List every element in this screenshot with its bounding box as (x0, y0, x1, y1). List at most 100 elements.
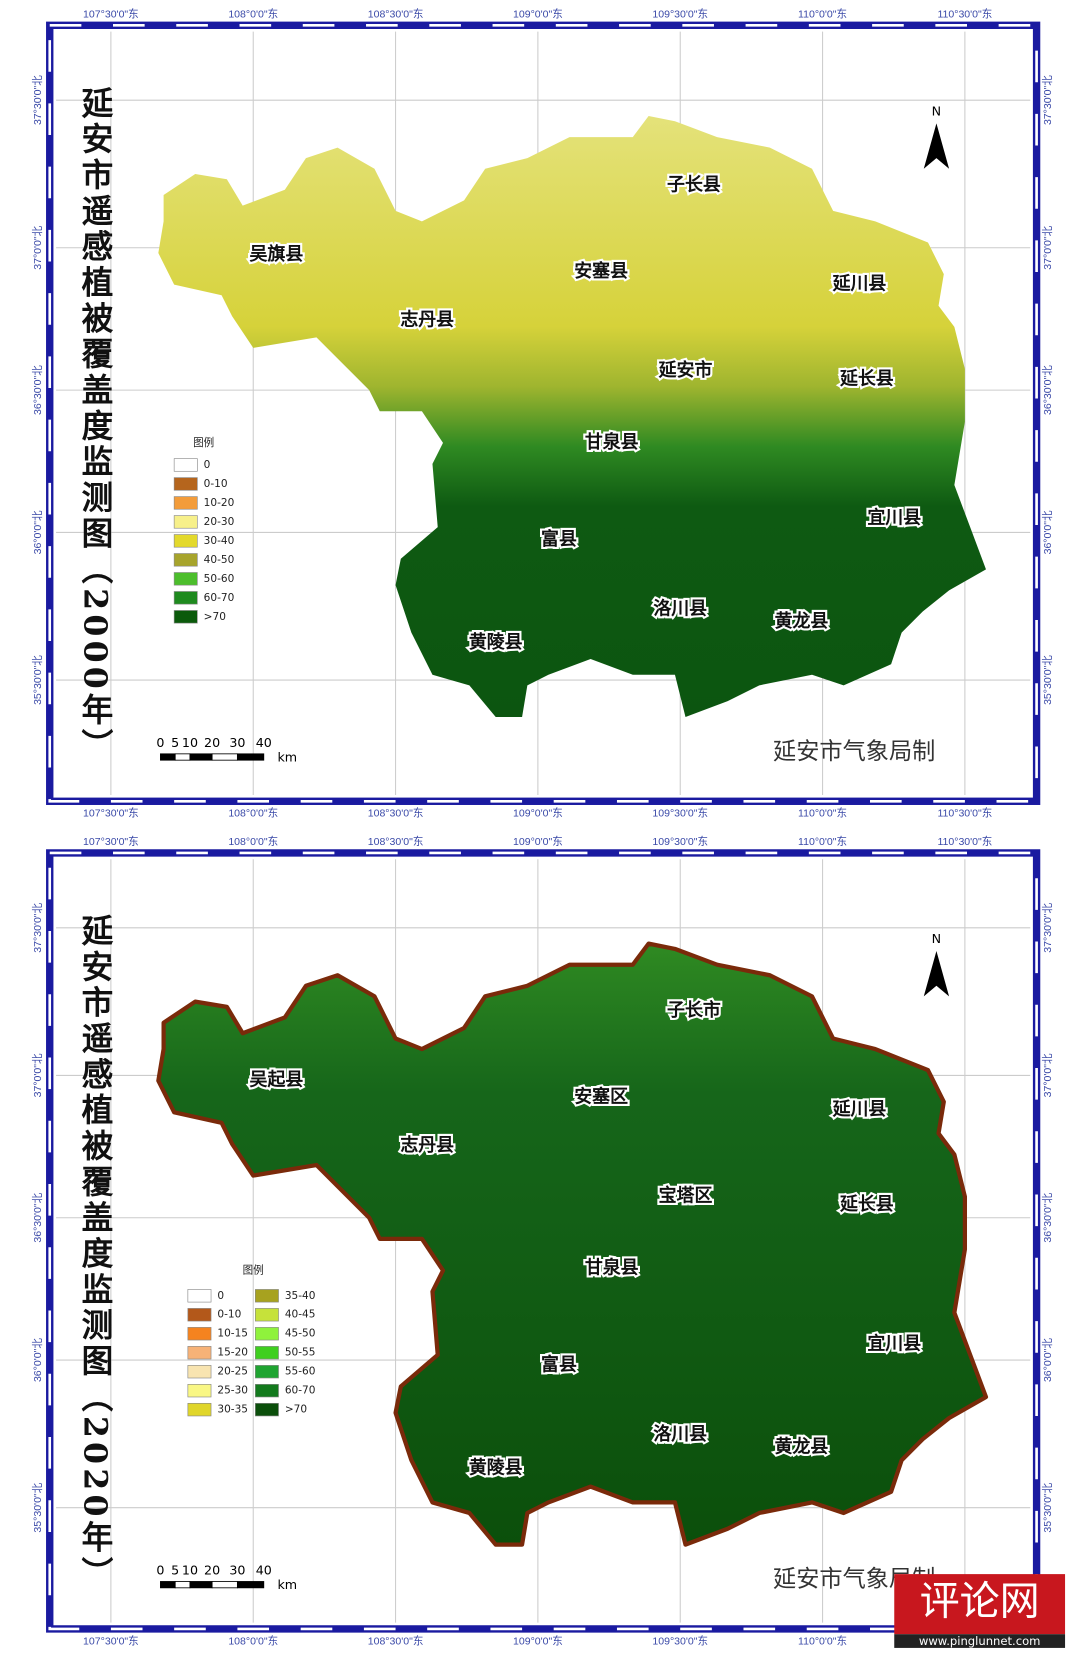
lat-label-left: 37°30'0"北 (32, 75, 44, 125)
legend-label: >70 (204, 611, 226, 623)
scale-label: 20 (204, 735, 220, 750)
lon-label-bottom: 110°0'0"东 (798, 807, 847, 820)
scale-label: 10 (182, 735, 198, 750)
watermark-title: 评论网 (920, 1579, 1040, 1625)
north-arrow (923, 123, 950, 169)
county-label: 宜川县 (867, 1332, 921, 1354)
county-label: 延川县 (832, 1099, 887, 1120)
lon-label-top: 107°30'0"东 (83, 835, 139, 848)
legend-swatch (187, 1289, 212, 1303)
lon-label-top: 110°30'0"东 (937, 8, 992, 21)
scale-label: 40 (256, 735, 272, 750)
legend-label: 45-50 (285, 1328, 316, 1340)
county-label: 子长县 (667, 175, 721, 196)
legend-label: 0-10 (217, 1309, 241, 1321)
lat-label-right: 35°30'0"北 (1042, 1482, 1054, 1532)
lon-label-bottom: 108°30'0"东 (368, 807, 424, 820)
lat-label-left: 35°30'0"北 (32, 1482, 44, 1532)
legend-swatch (187, 1308, 212, 1322)
legend-swatch (173, 458, 198, 472)
lon-label-top: 108°30'0"东 (368, 8, 424, 21)
county-label: 富县 (541, 528, 577, 550)
lon-label-top: 110°0'0"东 (798, 835, 847, 848)
north-label: N (932, 103, 941, 118)
lon-label-bottom: 110°0'0"东 (798, 1634, 847, 1647)
watermark-box (894, 1574, 1066, 1635)
county-label: 洛川县 (653, 1423, 707, 1445)
scale-bar (211, 753, 238, 761)
scale-label: 5 (171, 1562, 179, 1577)
legend-label: 55-60 (285, 1366, 316, 1378)
legend-swatch (187, 1402, 212, 1417)
scale-bar (211, 1581, 238, 1589)
county-label: 吴旗县 (250, 243, 304, 265)
lat-label-right: 37°30'0"北 (1042, 75, 1054, 125)
lat-label-right: 36°30'0"北 (1042, 1192, 1054, 1242)
scale-bar (236, 1581, 265, 1589)
scale-label: 10 (182, 1562, 198, 1577)
lon-label-top: 109°0'0"东 (513, 8, 563, 21)
county-label: 延川县 (832, 274, 887, 295)
lat-label-left: 37°0'0"北 (32, 225, 44, 269)
legend-label: 50-60 (204, 573, 235, 585)
legend-label: 15-20 (217, 1347, 248, 1359)
legend-title: 图例 (243, 1263, 264, 1276)
lat-label-left: 36°0'0"北 (32, 510, 44, 554)
credit: 延安市气象局制 (773, 738, 935, 765)
legend-label: 50-55 (285, 1347, 316, 1359)
legend-swatch (255, 1327, 279, 1341)
lon-label-top: 109°0'0"东 (513, 835, 563, 848)
legend-swatch (255, 1365, 279, 1379)
lon-label-top: 110°30'0"东 (937, 835, 992, 848)
scale-bar (189, 753, 213, 761)
county-label: 志丹县 (400, 1134, 454, 1156)
legend-label: 0 (217, 1290, 224, 1302)
lon-label-bottom: 108°0'0"东 (228, 1634, 278, 1647)
legend-swatch (173, 591, 198, 605)
lon-label-bottom: 109°30'0"东 (652, 807, 708, 820)
frame (46, 21, 1041, 805)
scale-bar (189, 1581, 213, 1589)
scale-bar (160, 1581, 176, 1589)
lon-label-top: 108°0'0"东 (228, 8, 278, 21)
lat-label-left: 37°30'0"北 (32, 902, 44, 952)
legend-swatch (255, 1289, 279, 1303)
lon-label-bottom: 109°30'0"东 (652, 1634, 708, 1647)
lat-label-right: 36°30'0"北 (1042, 365, 1054, 415)
lon-label-bottom: 107°30'0"东 (83, 807, 139, 820)
lat-label-right: 37°30'0"北 (1042, 902, 1054, 952)
legend-label: 35-40 (285, 1290, 316, 1302)
legend-swatch (187, 1327, 212, 1341)
scale-label: 40 (256, 1562, 272, 1577)
north-arrow (923, 951, 950, 997)
scale-label: 5 (171, 735, 179, 750)
legend-label: 10-15 (217, 1328, 248, 1340)
scale-label: 0 (156, 735, 164, 750)
legend-swatch (255, 1384, 279, 1398)
legend-swatch (255, 1346, 279, 1360)
legend-swatch (173, 515, 198, 529)
legend-swatch (255, 1308, 279, 1322)
watermark-url: www.pinglunnet.com (919, 1634, 1041, 1648)
lat-label-left: 36°0'0"北 (32, 1338, 44, 1382)
lon-label-bottom: 107°30'0"东 (83, 1634, 139, 1647)
lon-label-bottom: 108°0'0"东 (228, 807, 278, 820)
county-label: 黄陵县 (469, 631, 523, 653)
legend-label: 60-70 (204, 592, 235, 604)
lat-label-right: 35°30'0"北 (1042, 655, 1054, 705)
legend-label: 20-25 (217, 1366, 248, 1378)
legend-label: 60-70 (285, 1385, 316, 1397)
scale-bar (174, 1581, 191, 1589)
scale-label: 20 (204, 1562, 220, 1577)
legend-label: 30-35 (217, 1404, 248, 1416)
lat-label-left: 36°30'0"北 (32, 1192, 44, 1242)
county-label: 宜川县 (867, 507, 921, 529)
county-label: 黄龙县 (775, 1436, 829, 1458)
lat-label-right: 36°0'0"北 (1042, 1338, 1054, 1382)
county-label: 黄陵县 (469, 1457, 523, 1479)
legend-title: 图例 (193, 436, 214, 449)
legend-swatch (173, 572, 198, 586)
lon-label-top: 110°0'0"东 (798, 8, 847, 21)
legend-swatch (173, 534, 198, 548)
legend-label: 0-10 (204, 478, 228, 490)
